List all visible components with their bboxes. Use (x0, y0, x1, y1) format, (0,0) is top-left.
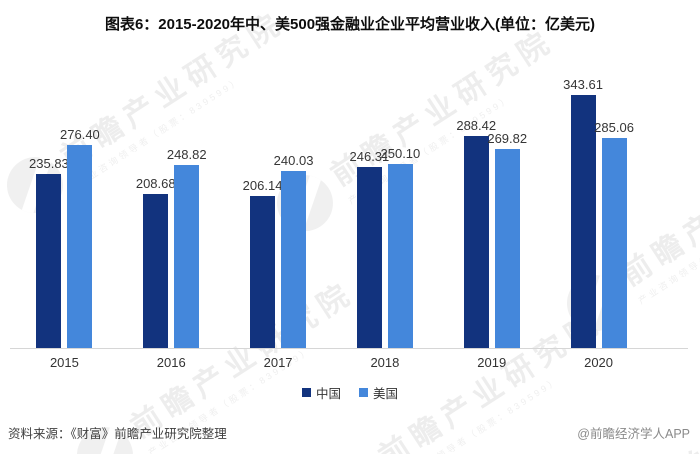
value-label-美国-2015: 276.40 (60, 126, 100, 142)
value-label-中国-2018: 246.31 (349, 148, 390, 164)
plot-area: 235.83 276.40 208.68 248.82 206.14 240.03 246.… (11, 77, 652, 348)
value-label-中国-2020: 343.61 (563, 77, 603, 92)
x-tick-2018: 2018 (370, 355, 400, 370)
bar-美国-2017: 240.03 (274, 153, 313, 348)
bar-美国-2016: 248.82 (167, 147, 207, 348)
qianzhan-logo-icon (313, 446, 392, 454)
bar-中国-2020: 343.61 (563, 77, 603, 348)
legend-label: 美国 (373, 387, 399, 401)
bar-group-2017: 206.14 240.03 (225, 78, 332, 348)
legend-item-中国: 中国 (301, 383, 341, 402)
credit-note: @前瞻经济学人APP (577, 427, 690, 441)
bar-中国-2018: 246.31 (350, 149, 389, 348)
bar-中国-2019: 288.42 (456, 118, 496, 348)
chart-title: 图表6：2015-2020年中、美500强金融业企业平均营业收入(单位：亿美元) (104, 16, 596, 33)
x-tick-2020: 2020 (584, 355, 614, 370)
bar-group-2015: 235.83 276.40 (11, 78, 118, 348)
bar-中国-2017: 206.14 (243, 178, 282, 348)
value-label-美国-2016: 248.82 (166, 146, 207, 162)
bar-美国-2019: 269.82 (487, 131, 527, 348)
legend-swatch-icon (301, 388, 311, 397)
bar-group-2019: 288.42 269.82 (438, 78, 545, 348)
bar-group-2020: 343.61 285.06 (545, 77, 652, 348)
legend-label: 中国 (315, 387, 341, 401)
legend-swatch-icon (359, 388, 368, 397)
bar-美国-2015: 276.40 (60, 127, 100, 348)
value-label-中国-2015: 235.83 (29, 156, 69, 172)
x-tick-2015: 2015 (49, 355, 79, 370)
value-label-中国-2017: 206.14 (242, 178, 283, 194)
bar-中国-2016: 208.68 (136, 176, 176, 348)
x-axis-line (10, 348, 688, 349)
bar-美国-2018: 250.10 (381, 146, 420, 348)
value-label-美国-2019: 269.82 (487, 131, 528, 147)
source-note: 资料来源：《财富》前瞻产业研究院整理 (8, 427, 227, 441)
x-tick-2019: 2019 (477, 355, 507, 370)
bar-美国-2020: 285.06 (594, 120, 634, 348)
legend: 中国 美国 (0, 383, 700, 402)
bar-group-2018: 246.31 250.10 (331, 78, 438, 348)
value-label-美国-2020: 285.06 (594, 120, 634, 136)
bar-group-2016: 208.68 248.82 (118, 78, 225, 348)
bar-中国-2015: 235.83 (29, 156, 69, 348)
value-label-美国-2017: 240.03 (273, 153, 314, 169)
value-label-美国-2018: 250.10 (380, 145, 421, 161)
x-tick-2016: 2016 (156, 355, 186, 370)
legend-item-美国: 美国 (359, 383, 398, 402)
watermark-subtext: 产业咨询领导者（股票：839599） (691, 390, 700, 454)
value-label-中国-2019: 288.42 (456, 117, 497, 133)
x-axis-labels: 2015 2016 2017 2018 2019 2020 (11, 355, 652, 370)
x-tick-2017: 2017 (263, 355, 293, 370)
value-label-中国-2016: 208.68 (135, 176, 176, 192)
